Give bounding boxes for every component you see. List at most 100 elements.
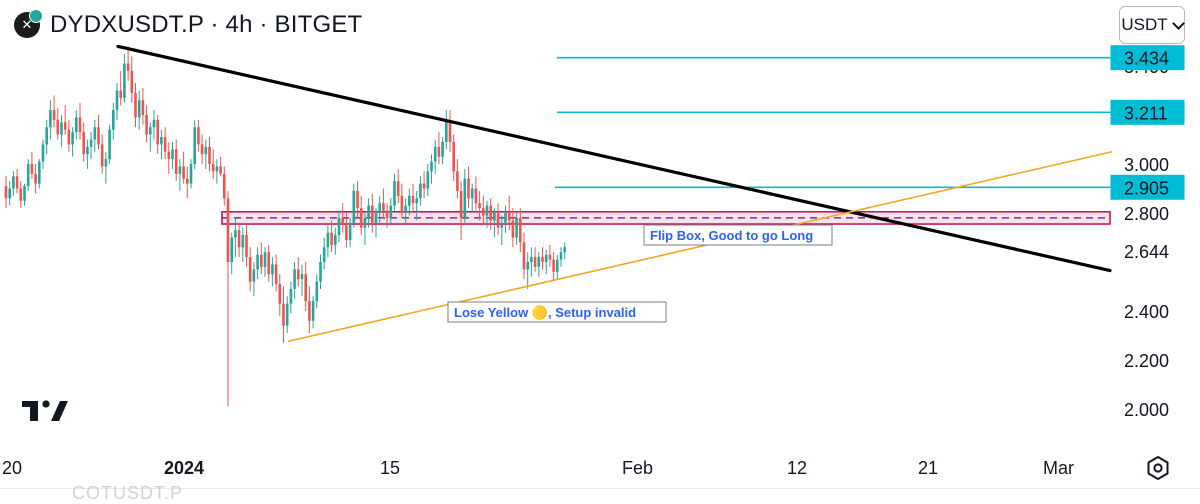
price-badge-label: 3.211 <box>1124 103 1168 123</box>
time-tick-label: 15 <box>380 458 400 478</box>
candle-body <box>374 213 378 223</box>
candle <box>149 122 152 152</box>
candle-body <box>504 213 507 223</box>
candle-body <box>352 190 356 223</box>
candle <box>256 247 259 280</box>
candle-body <box>408 195 411 206</box>
candle-body <box>500 222 504 228</box>
candle-body <box>422 183 426 189</box>
candle <box>100 134 104 174</box>
candle-body <box>15 176 19 189</box>
price-badge-bg <box>1110 45 1185 71</box>
symbol-logo-icon[interactable]: ✕ <box>14 9 43 38</box>
annotation-note: Flip Box, Good to go Long <box>643 224 833 246</box>
candle-body <box>163 137 167 152</box>
candle <box>167 141 171 174</box>
settings-icon[interactable] <box>1145 455 1171 481</box>
candle <box>348 217 352 248</box>
candle <box>252 262 256 297</box>
annotation-box <box>643 224 833 246</box>
candle <box>260 242 263 275</box>
time-tick-label: 2024 <box>164 458 204 478</box>
price-badge-bg <box>1111 239 1184 264</box>
candle-body <box>256 254 259 270</box>
candle-body <box>89 139 93 147</box>
time-tick-label: Mar <box>1043 458 1074 478</box>
candle-body <box>204 146 208 155</box>
candle-body <box>278 284 282 304</box>
candle-body <box>507 213 511 221</box>
candle <box>500 215 504 245</box>
candle-body <box>533 257 537 267</box>
candle <box>78 102 82 140</box>
candle-body <box>30 164 34 174</box>
price-badge: 3.434 <box>1110 45 1185 71</box>
candle-body <box>245 235 248 258</box>
candle-body <box>134 92 137 118</box>
candle-body <box>45 127 48 145</box>
candle-body <box>452 141 455 172</box>
candle-body <box>56 119 60 135</box>
price-axis[interactable]: 3.4003.0002.8002.4002.2002.0003.4343.211… <box>1110 45 1185 420</box>
candle <box>356 181 359 218</box>
candle <box>163 127 167 160</box>
candle-body <box>474 188 478 204</box>
candle <box>378 195 381 223</box>
candle-body <box>12 176 15 189</box>
price-badge-bg <box>1110 99 1185 125</box>
candle <box>426 164 430 196</box>
candle-body <box>541 257 544 262</box>
candle-body <box>448 119 452 142</box>
candle-body <box>49 110 52 128</box>
candle <box>115 83 119 120</box>
chart-title[interactable]: DYDXUSDT.P · 4h · BITGET <box>50 11 363 38</box>
tradingview-logo-icon[interactable] <box>22 399 70 423</box>
candle-body <box>478 203 481 209</box>
time-tick-label: 21 <box>918 458 938 478</box>
candle-body <box>208 146 211 164</box>
candle <box>441 137 444 164</box>
candle-body <box>334 235 337 245</box>
candle-body <box>82 132 85 155</box>
candle-body <box>223 173 226 199</box>
symbol-badge-icon <box>29 9 43 23</box>
candle <box>419 176 422 206</box>
candle-body <box>485 205 489 216</box>
candle <box>385 203 389 228</box>
candle <box>522 232 526 280</box>
candle <box>248 247 252 292</box>
candle-body <box>274 264 278 285</box>
candle-body <box>426 171 430 189</box>
candle <box>526 252 529 289</box>
candle <box>341 203 344 233</box>
candle <box>334 227 337 255</box>
candle <box>544 249 548 275</box>
panel-divider <box>0 488 1200 489</box>
candle <box>326 225 330 258</box>
candle <box>156 115 159 155</box>
annotation-text: Flip Box, Good to go Long <box>650 228 813 243</box>
candle-body <box>197 127 200 145</box>
candle-body <box>115 90 119 111</box>
candle <box>171 141 174 169</box>
candle-body <box>189 164 193 184</box>
candle-body <box>141 100 145 115</box>
time-axis[interactable]: 20 2024 15 Feb 12 21 Mar <box>2 458 1074 478</box>
candle-body <box>41 144 45 162</box>
candle-body <box>348 222 352 240</box>
candle <box>274 254 278 292</box>
candle-body <box>345 225 348 240</box>
candle-body <box>104 159 108 167</box>
candle <box>26 159 30 191</box>
candle-body <box>400 195 404 213</box>
time-tick-label: 12 <box>787 458 807 478</box>
candle <box>52 95 56 128</box>
candle <box>411 183 415 213</box>
currency-select[interactable]: USDT <box>1119 6 1185 44</box>
candle-body <box>511 220 515 238</box>
candle <box>541 247 544 270</box>
candle <box>134 83 137 128</box>
candle-body <box>100 144 104 167</box>
candle-body <box>174 149 178 174</box>
